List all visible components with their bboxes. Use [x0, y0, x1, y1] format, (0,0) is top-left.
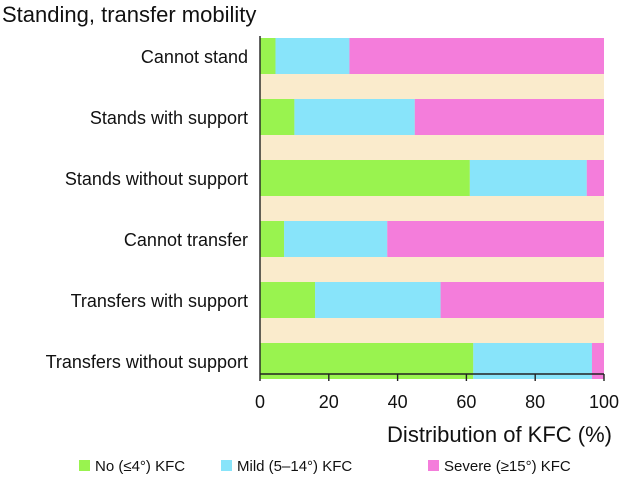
x-tick-label: 80: [525, 392, 545, 412]
x-axis: 0 20 40 60 80 100: [255, 36, 619, 412]
bar-segment-1-row-6: [260, 343, 474, 379]
plot-area: [260, 38, 604, 379]
x-tick-label: 100: [589, 392, 619, 412]
category-labels: Cannot stand Stands with support Stands wi…: [46, 47, 248, 372]
category-label: Transfers with support: [71, 291, 248, 311]
bar-segment-1-row-4: [260, 221, 285, 257]
legend-swatch: [428, 460, 439, 471]
bar-segment-2-row-3: [469, 160, 587, 196]
bar-segment-3-row-6: [591, 343, 604, 379]
category-label: Cannot stand: [141, 47, 248, 67]
bar-segment-2-row-2: [294, 99, 415, 135]
bar-segment-2-row-1: [275, 38, 350, 74]
bar-segment-3-row-4: [387, 221, 604, 257]
legend-label: Severe (≥15°) KFC: [444, 458, 571, 475]
x-tick-label: 20: [319, 392, 339, 412]
bar-segment-1-row-3: [260, 160, 470, 196]
bar-segment-1-row-2: [260, 99, 295, 135]
bar-segment-3-row-1: [349, 38, 604, 74]
category-label: Transfers without support: [46, 352, 248, 372]
category-label: Cannot transfer: [124, 230, 248, 250]
legend-swatch: [221, 460, 232, 471]
bar-segment-1-row-1: [260, 38, 276, 74]
x-tick-label: 60: [456, 392, 476, 412]
x-tick-label: 0: [255, 392, 265, 412]
bar-segment-2-row-6: [473, 343, 592, 379]
legend-swatch: [79, 460, 90, 471]
bar-segment-2-row-5: [315, 282, 441, 318]
legend-label: Mild (5–14°) KFC: [237, 458, 352, 475]
plot-background: [260, 38, 604, 374]
category-label: Stands without support: [65, 169, 248, 189]
category-label: Stands with support: [90, 108, 248, 128]
bar-segment-3-row-2: [414, 99, 604, 135]
legend: No (≤4°) KFC Mild (5–14°) KFC Severe (≥15°…: [79, 458, 571, 475]
bar-segment-3-row-3: [586, 160, 604, 196]
bar-segment-1-row-5: [260, 282, 316, 318]
x-axis-label: Distribution of KFC (%): [387, 422, 612, 447]
bar-segment-2-row-4: [284, 221, 388, 257]
chart-title: Standing, transfer mobility: [2, 2, 256, 27]
x-tick-label: 40: [388, 392, 408, 412]
legend-label: No (≤4°) KFC: [95, 458, 185, 475]
bar-segment-3-row-5: [440, 282, 604, 318]
